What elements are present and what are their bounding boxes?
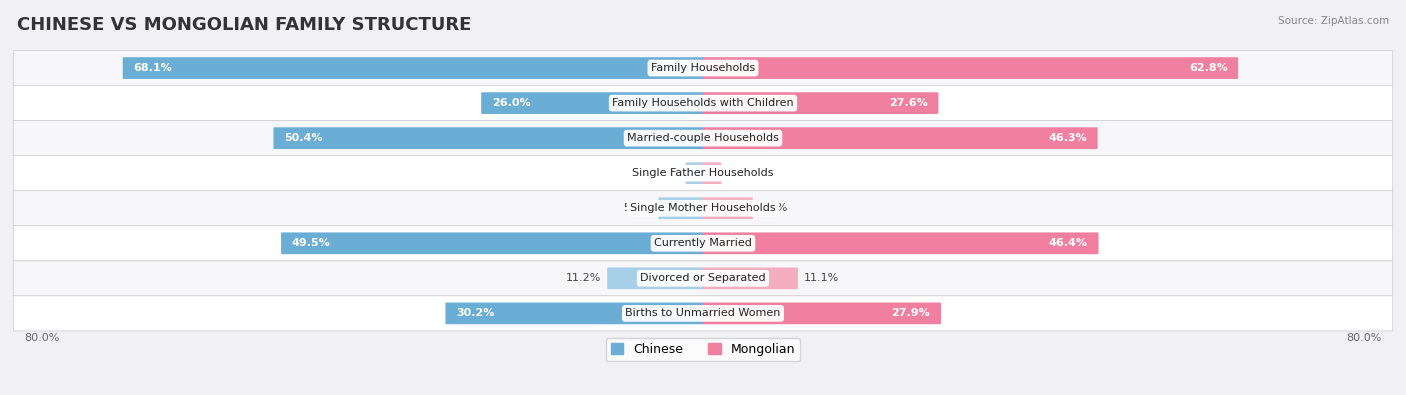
Text: 5.8%: 5.8% bbox=[759, 203, 787, 213]
Text: 30.2%: 30.2% bbox=[456, 308, 495, 318]
FancyBboxPatch shape bbox=[13, 296, 1393, 331]
FancyBboxPatch shape bbox=[13, 156, 1393, 191]
FancyBboxPatch shape bbox=[607, 267, 703, 289]
Legend: Chinese, Mongolian: Chinese, Mongolian bbox=[606, 338, 800, 361]
Text: Family Households with Children: Family Households with Children bbox=[612, 98, 794, 108]
Text: Source: ZipAtlas.com: Source: ZipAtlas.com bbox=[1278, 16, 1389, 26]
Text: 27.9%: 27.9% bbox=[891, 308, 931, 318]
Text: Family Households: Family Households bbox=[651, 63, 755, 73]
Text: 80.0%: 80.0% bbox=[24, 333, 59, 343]
FancyBboxPatch shape bbox=[481, 92, 703, 114]
Text: 11.1%: 11.1% bbox=[804, 273, 839, 283]
FancyBboxPatch shape bbox=[703, 92, 938, 114]
FancyBboxPatch shape bbox=[13, 191, 1393, 226]
FancyBboxPatch shape bbox=[686, 162, 703, 184]
Text: Divorced or Separated: Divorced or Separated bbox=[640, 273, 766, 283]
FancyBboxPatch shape bbox=[281, 232, 703, 254]
FancyBboxPatch shape bbox=[703, 232, 1098, 254]
Text: 5.2%: 5.2% bbox=[623, 203, 652, 213]
FancyBboxPatch shape bbox=[13, 86, 1393, 120]
FancyBboxPatch shape bbox=[273, 127, 703, 149]
Text: Single Mother Households: Single Mother Households bbox=[630, 203, 776, 213]
FancyBboxPatch shape bbox=[13, 51, 1393, 86]
FancyBboxPatch shape bbox=[703, 198, 752, 219]
Text: 2.1%: 2.1% bbox=[728, 168, 756, 178]
Text: 27.6%: 27.6% bbox=[889, 98, 928, 108]
Text: 11.2%: 11.2% bbox=[565, 273, 600, 283]
Text: 50.4%: 50.4% bbox=[284, 133, 322, 143]
FancyBboxPatch shape bbox=[13, 261, 1393, 296]
Text: Single Father Households: Single Father Households bbox=[633, 168, 773, 178]
FancyBboxPatch shape bbox=[13, 226, 1393, 261]
FancyBboxPatch shape bbox=[703, 267, 799, 289]
Text: 26.0%: 26.0% bbox=[492, 98, 530, 108]
Text: 46.3%: 46.3% bbox=[1049, 133, 1087, 143]
Text: 46.4%: 46.4% bbox=[1049, 238, 1088, 248]
Text: Married-couple Households: Married-couple Households bbox=[627, 133, 779, 143]
FancyBboxPatch shape bbox=[703, 303, 941, 324]
Text: Births to Unmarried Women: Births to Unmarried Women bbox=[626, 308, 780, 318]
FancyBboxPatch shape bbox=[446, 303, 703, 324]
FancyBboxPatch shape bbox=[13, 120, 1393, 156]
Text: 68.1%: 68.1% bbox=[134, 63, 172, 73]
Text: 62.8%: 62.8% bbox=[1188, 63, 1227, 73]
Text: 2.0%: 2.0% bbox=[651, 168, 679, 178]
Text: 80.0%: 80.0% bbox=[1347, 333, 1382, 343]
FancyBboxPatch shape bbox=[703, 57, 1239, 79]
FancyBboxPatch shape bbox=[658, 198, 703, 219]
Text: CHINESE VS MONGOLIAN FAMILY STRUCTURE: CHINESE VS MONGOLIAN FAMILY STRUCTURE bbox=[17, 16, 471, 34]
FancyBboxPatch shape bbox=[122, 57, 703, 79]
Text: Currently Married: Currently Married bbox=[654, 238, 752, 248]
FancyBboxPatch shape bbox=[703, 162, 721, 184]
FancyBboxPatch shape bbox=[703, 127, 1098, 149]
Text: 49.5%: 49.5% bbox=[291, 238, 330, 248]
